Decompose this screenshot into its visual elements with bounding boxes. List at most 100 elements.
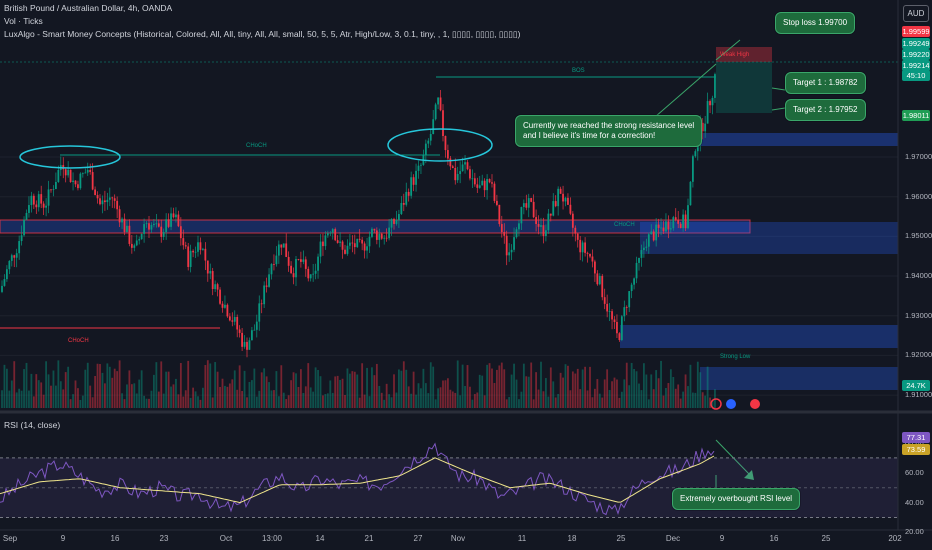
candle-body [677, 219, 680, 224]
volume-bar [662, 395, 665, 408]
volume-bar [216, 371, 219, 408]
candle-body [603, 297, 606, 304]
volume-bar [153, 374, 155, 408]
volume-bar [353, 371, 356, 408]
candle-body [18, 241, 21, 254]
volume-bar [123, 399, 126, 408]
smc-label: BOS [572, 68, 585, 74]
candle-body [706, 101, 709, 124]
candle-body [255, 321, 258, 330]
volume-bar [549, 367, 552, 408]
rsi-signal-line [0, 455, 715, 504]
volume-bar [251, 380, 253, 408]
candle-body [47, 189, 50, 206]
candle-body [571, 213, 574, 228]
order-blocks [0, 47, 898, 390]
volume-bar [677, 384, 680, 408]
candle-body [547, 213, 550, 231]
volume-bar [248, 381, 251, 408]
rsi-callout[interactable]: Extremely overbought RSI level [672, 488, 801, 510]
volume-legend[interactable]: Vol · Ticks [4, 16, 43, 26]
volume-bar [623, 379, 626, 408]
rsi-arrow-head [744, 470, 754, 480]
candle-body [525, 203, 528, 208]
candle-body [645, 246, 648, 248]
volume-bar [464, 386, 466, 408]
volume-bar [194, 391, 197, 408]
volume-bar [356, 374, 359, 408]
time-tick: 18 [567, 534, 577, 543]
symbol-legend[interactable]: British Pound / Australian Dollar, 4h, O… [4, 3, 173, 13]
volume-bar [701, 392, 704, 408]
candle-body [123, 218, 126, 232]
candle-body [3, 279, 6, 286]
volume-bar [295, 373, 297, 408]
candle-body [594, 261, 596, 274]
candle-body [613, 319, 616, 323]
candle-body [552, 201, 555, 216]
candle-body [322, 241, 324, 247]
target2-callout[interactable]: Target 2 : 1.97952 [785, 99, 866, 121]
candle-body [339, 241, 341, 243]
alert-icon[interactable] [710, 398, 722, 410]
candle-body [84, 172, 87, 174]
time-tick: Oct [219, 534, 233, 543]
volume-bar [554, 397, 557, 408]
candle-body [557, 188, 560, 207]
candle-body [473, 178, 476, 185]
volume-bar [81, 395, 84, 408]
volume-bar [603, 379, 606, 408]
candle-body [579, 239, 582, 253]
comment-callout[interactable]: Currently we reached the strong resistan… [515, 115, 703, 147]
candle-body [228, 316, 231, 321]
volume-bar [231, 379, 234, 408]
volume-bar [260, 372, 263, 408]
candle-body [236, 317, 239, 330]
candle-body [366, 246, 368, 251]
volume-bar [471, 399, 474, 408]
candle-body [226, 304, 229, 317]
volume-bar [672, 376, 675, 408]
volume-bar [434, 399, 437, 408]
volume-bar [645, 374, 648, 408]
stop-loss-callout[interactable]: Stop loss 1.99700 [775, 12, 856, 34]
volume-bar [101, 372, 104, 408]
candle-body [221, 303, 224, 308]
indicator-legend[interactable]: LuxAlgo - Smart Money Concepts (Historic… [4, 29, 521, 39]
candle-body [64, 169, 67, 176]
earnings-icon[interactable] [750, 399, 760, 409]
volume-bar [432, 366, 435, 408]
volume-bar [331, 392, 334, 408]
volume-bar [508, 397, 511, 408]
volume-bar [527, 376, 530, 408]
volume-bar [25, 362, 28, 408]
candle-body [380, 233, 383, 239]
dividend-icon[interactable] [726, 399, 736, 409]
currency-button[interactable]: AUD [903, 5, 929, 22]
candle-body [427, 140, 430, 144]
rsi-legend[interactable]: RSI (14, close) [4, 420, 61, 430]
volume-bar [608, 390, 611, 408]
candle-body [542, 225, 545, 237]
volume-bar [378, 385, 381, 408]
volume-bar [126, 384, 128, 408]
candle-body [275, 255, 278, 265]
chart-event-icons[interactable] [710, 398, 760, 410]
candle-body [371, 228, 373, 237]
candle-body [79, 173, 82, 189]
candle-body [469, 169, 471, 179]
volume-bar [493, 382, 496, 408]
target1-callout[interactable]: Target 1 : 1.98782 [785, 72, 866, 94]
volume-bar [177, 394, 180, 408]
volume-bars [1, 360, 716, 408]
candle-body [508, 252, 511, 256]
candle-body [623, 307, 626, 317]
candle-body [55, 181, 57, 190]
volume-bar [96, 363, 99, 408]
candle-body [175, 214, 177, 218]
candle-body [184, 245, 187, 247]
volume-bar [282, 392, 285, 408]
volume-bar [273, 390, 275, 408]
volume-bar [130, 384, 133, 408]
